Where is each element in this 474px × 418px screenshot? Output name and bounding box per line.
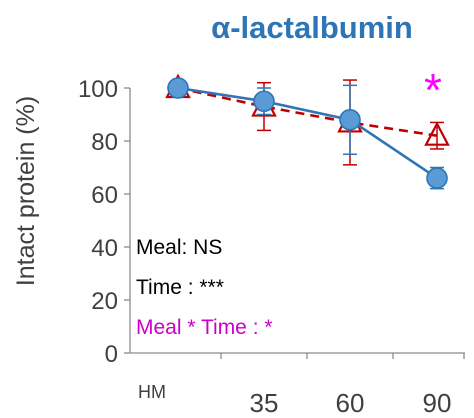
significance-marker: * — [424, 64, 442, 116]
series-dashed — [165, 73, 450, 166]
y-tick-label: 40 — [91, 235, 118, 262]
series-line — [177, 86, 438, 180]
series-layer — [165, 73, 450, 190]
x-tick-label: 90 — [423, 388, 452, 418]
data-point-circle — [253, 90, 275, 113]
x-tick-label: 60 — [336, 388, 365, 418]
chart-title: α-lactalbumin — [211, 10, 413, 45]
x-tick-label: 35 — [250, 388, 279, 418]
y-tick-label: 100 — [78, 76, 118, 103]
y-axis-label: Intact protein (%) — [12, 96, 40, 286]
x-tick-label: HM — [138, 382, 166, 402]
stats-meal: Meal: NS — [136, 236, 222, 259]
data-point-circle — [339, 109, 361, 131]
data-point-triangle — [424, 121, 450, 146]
data-point-circle — [426, 167, 448, 189]
annotations: * Meal: NS Time : *** Meal * Time : * — [136, 64, 442, 339]
axes: 0 20 40 60 80 100 HM 35 60 90 — [78, 76, 465, 418]
y-tick-label: 0 — [105, 341, 118, 368]
series-solid — [167, 77, 448, 190]
data-point-circle — [167, 77, 189, 99]
y-tick-label: 80 — [91, 129, 118, 156]
y-tick-label: 60 — [91, 182, 118, 209]
y-tick-label: 20 — [91, 288, 118, 315]
stats-time: Time : *** — [136, 276, 224, 299]
stats-interaction: Meal * Time : * — [136, 316, 273, 339]
